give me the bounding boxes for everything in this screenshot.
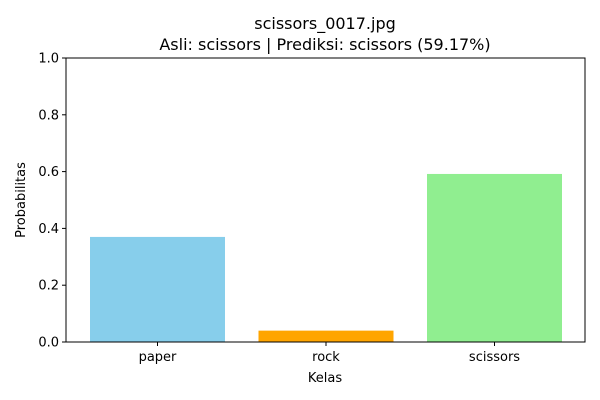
x-tick-label: paper <box>139 350 177 365</box>
y-tick-label: 1.0 <box>38 52 59 67</box>
x-tick-label: scissors <box>469 350 520 365</box>
y-tick-label: 0.6 <box>38 165 59 180</box>
bar-rock <box>258 330 394 342</box>
y-axis-ticks: 0.0 0.2 0.4 0.6 0.8 1.0 <box>38 52 66 351</box>
x-tick-label: rock <box>312 350 340 365</box>
x-axis-label: Kelas <box>308 371 342 386</box>
chart-title: scissors_0017.jpg <box>254 14 396 34</box>
bar-paper <box>90 236 225 342</box>
x-axis-ticks: paper rock scissors <box>139 342 520 365</box>
y-tick-label: 0.4 <box>38 222 59 237</box>
y-tick-label: 0.8 <box>38 108 59 123</box>
y-tick-label: 0.0 <box>38 336 59 351</box>
bars-group <box>90 173 562 342</box>
y-axis-label: Probabilitas <box>14 162 29 238</box>
chart-subtitle: Asli: scissors | Prediksi: scissors (59.… <box>159 35 490 54</box>
plot-area-frame <box>65 57 586 343</box>
y-tick-label: 0.2 <box>38 279 59 294</box>
bar-scissors <box>427 173 562 342</box>
